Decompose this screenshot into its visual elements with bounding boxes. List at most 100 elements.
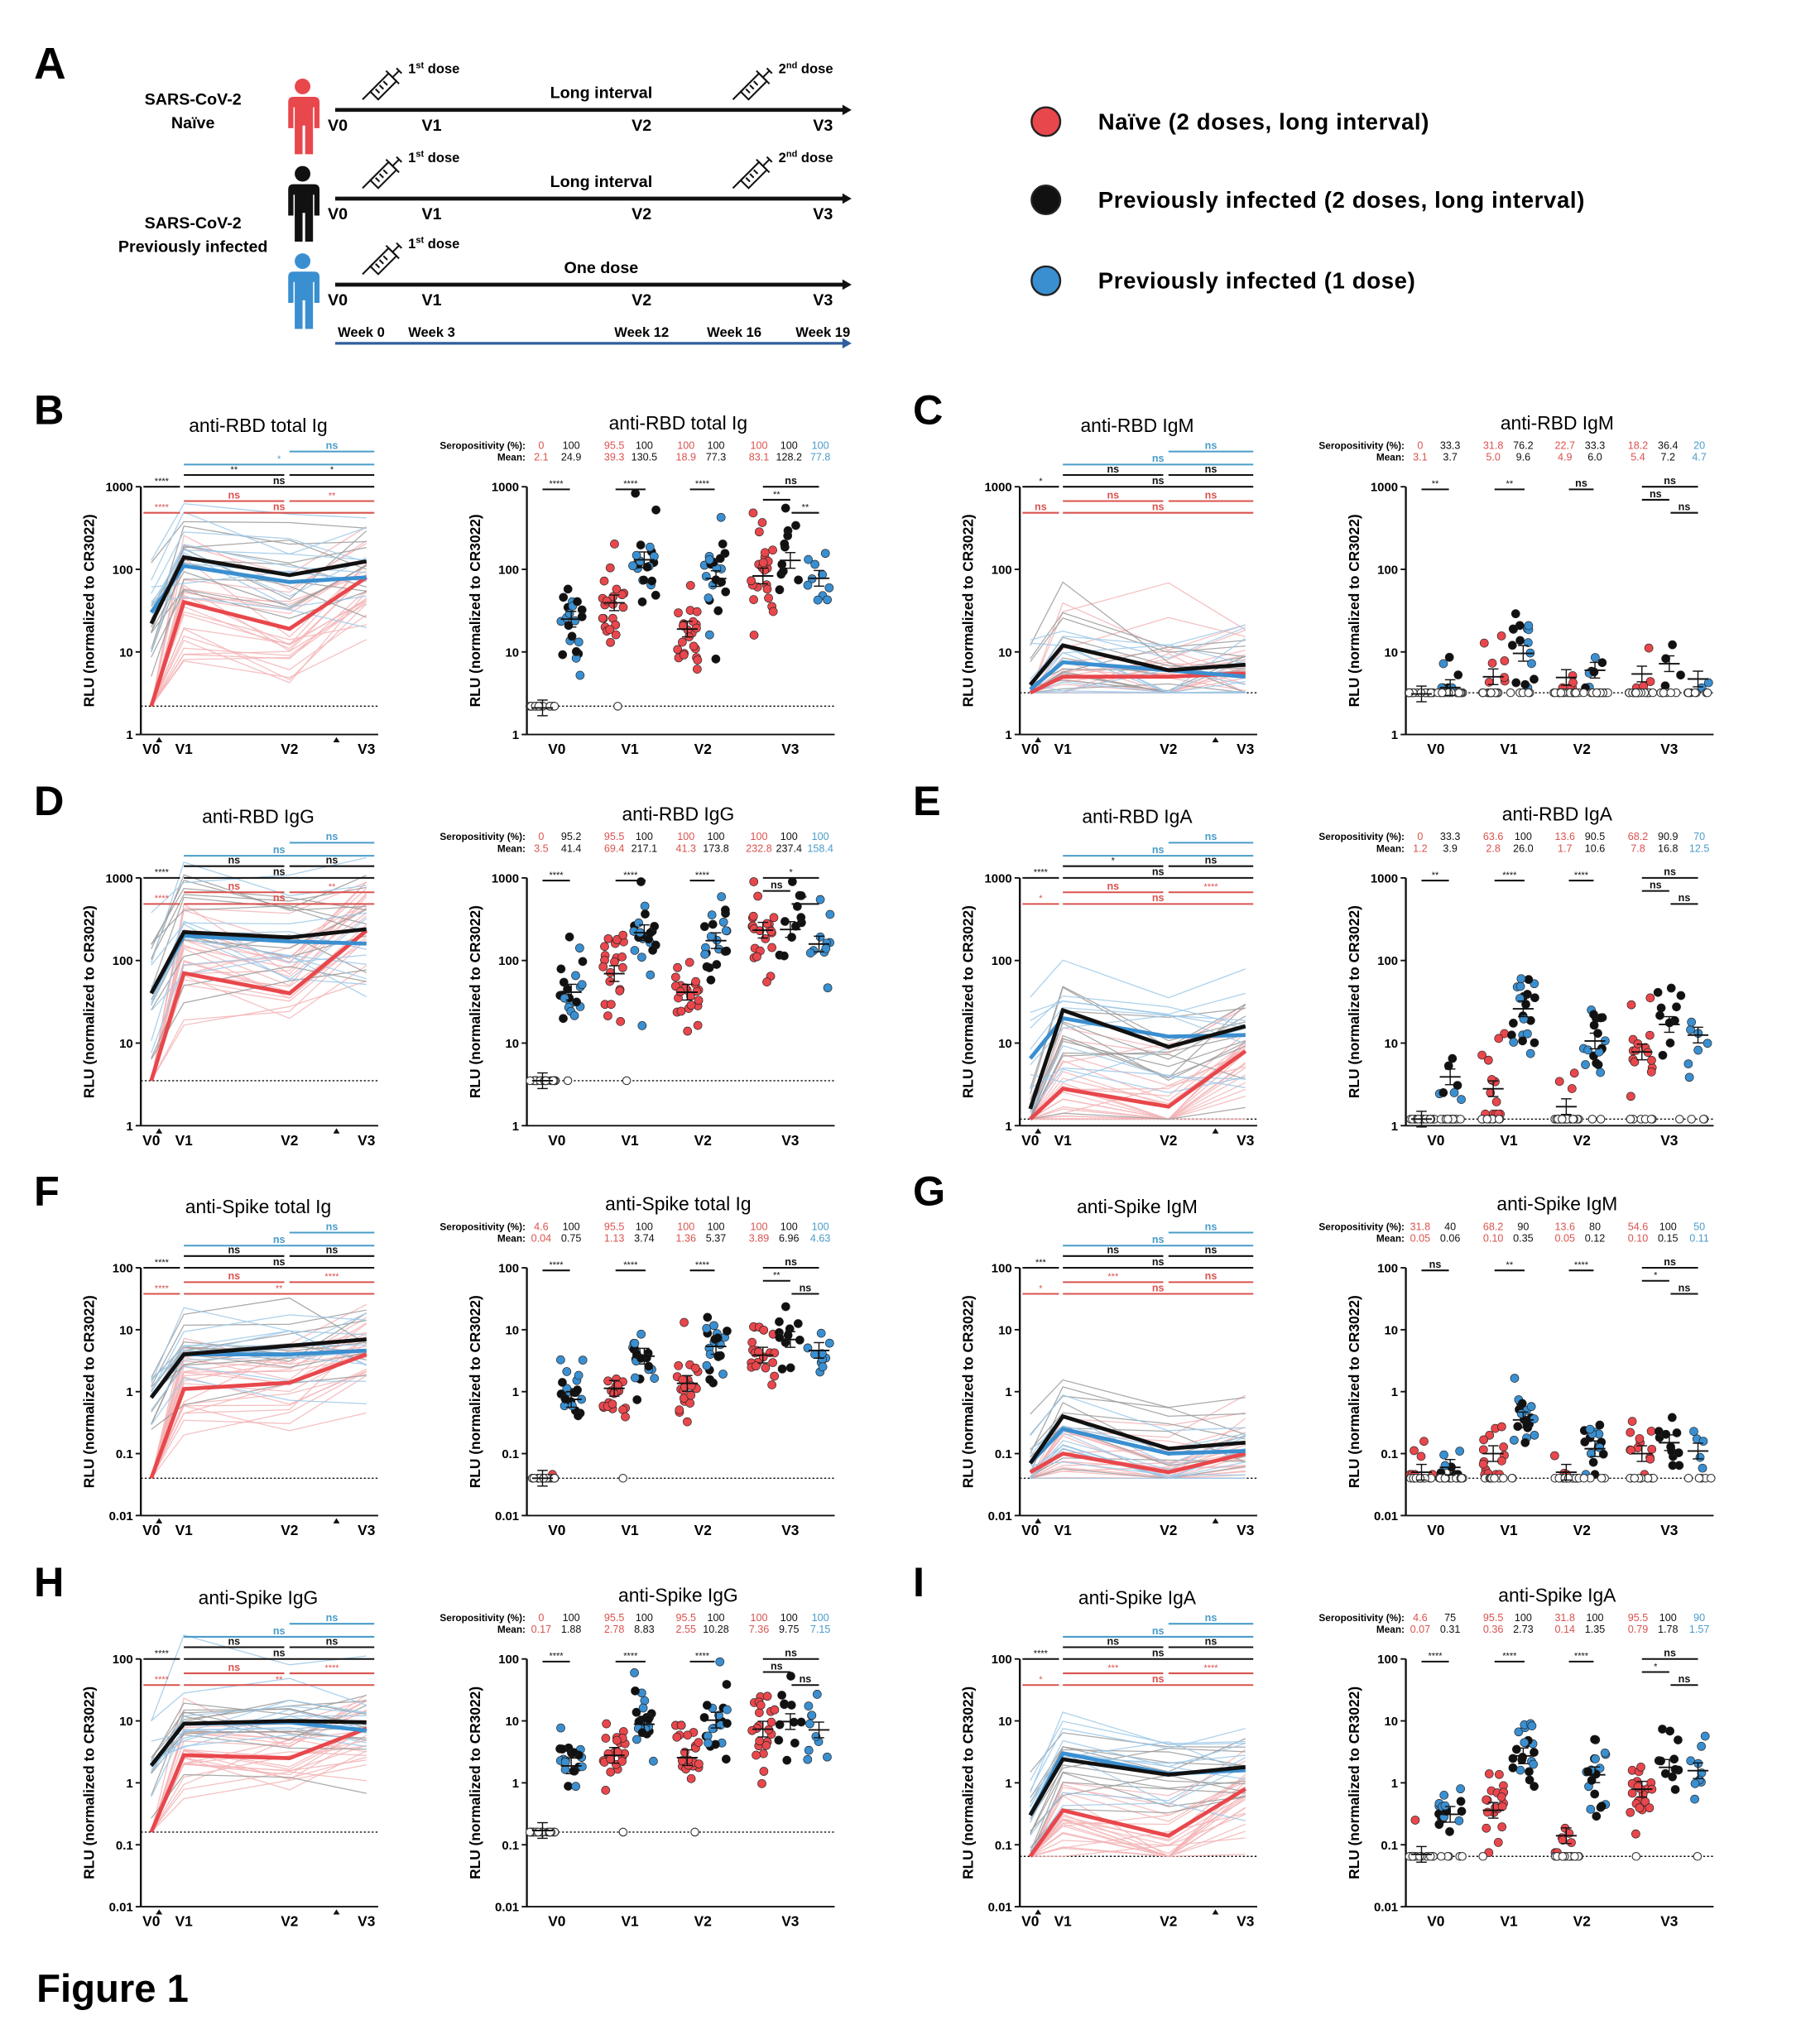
data-point: [761, 1740, 771, 1750]
seropositivity-value: 95.5: [604, 1221, 625, 1232]
individual-line: [1030, 690, 1246, 693]
seropositivity-value: 68.2: [1628, 831, 1649, 842]
seropositivity-value: 76.2: [1513, 439, 1534, 451]
y-tick-label: 1: [1391, 728, 1398, 742]
data-point: [649, 1756, 658, 1766]
y-tick-label: 0.1: [116, 1839, 133, 1853]
significance-v1-label: ****: [623, 1652, 638, 1662]
data-point: [810, 559, 819, 569]
seronegative-data-point: [1570, 1851, 1579, 1861]
data-point: [575, 670, 585, 680]
data-point: [611, 630, 621, 640]
significance-v3-all-label: *: [789, 868, 793, 878]
individual-line: [151, 1344, 367, 1381]
y-tick-label: 1: [126, 1385, 132, 1399]
data-point: [1516, 974, 1526, 984]
seropositivity-value: 54.6: [1628, 1221, 1649, 1232]
data-point: [1684, 1072, 1694, 1082]
chart-title: anti-Spike total Ig: [605, 1193, 751, 1215]
mean-value: 0.75: [561, 1233, 582, 1245]
data-point: [636, 1329, 646, 1339]
dose-marker-icon: [333, 1518, 340, 1523]
y-tick-label: 10: [1384, 645, 1398, 660]
seronegative-data-point: [1626, 1115, 1635, 1124]
panel-a: A SARS-CoV-2 Naïve SARS-CoV-2 Previously…: [34, 40, 852, 349]
legend-marker: [1030, 185, 1062, 216]
data-point: [759, 1325, 769, 1335]
x-tick-label: V1: [1500, 1522, 1518, 1538]
significance-black-v2-v3-label: ns: [1205, 1245, 1217, 1256]
data-point: [760, 565, 770, 575]
chart-title: anti-Spike IgA: [1498, 1584, 1616, 1605]
individual-line: [151, 570, 367, 588]
seronegative-data-point: [1683, 1474, 1693, 1483]
y-tick-label: 1: [126, 728, 132, 742]
data-point: [1507, 641, 1517, 650]
chart-title: anti-RBD IgA: [1502, 804, 1613, 825]
mean-value: 8.83: [634, 1624, 655, 1635]
x-tick-label: V0: [1427, 741, 1444, 757]
week-label: Week 16: [707, 324, 761, 340]
significance-blue-v1-v3-label: ns: [1152, 1625, 1165, 1637]
y-tick-label: 100: [498, 563, 519, 577]
significance-v3-prev2-vs-prev1-label: ns: [800, 1673, 812, 1685]
individual-line: [1030, 959, 1246, 999]
seropositivity-value: 95.5: [1628, 1612, 1649, 1624]
data-point: [1626, 1446, 1635, 1455]
individual-line: [1030, 1757, 1246, 1836]
data-point: [758, 558, 768, 568]
significance-blue-v2-v3-label: ns: [1205, 439, 1217, 451]
data-point: [1670, 1764, 1680, 1774]
mean-line-series-0: [1028, 1787, 1246, 1858]
data-point: [815, 895, 825, 904]
seropositivity-label: Seropositivity (%):: [439, 1221, 526, 1232]
panel-letter: E: [913, 777, 941, 824]
seropositivity-value: 100: [751, 1221, 768, 1232]
individual-line: [1030, 1457, 1246, 1477]
seropositivity-value: 100: [812, 1221, 829, 1232]
data-point: [796, 890, 806, 900]
data-point: [823, 983, 833, 993]
significance-v3-prev2-vs-prev1-label: ns: [1679, 1673, 1691, 1685]
seropositivity-value: 100: [636, 439, 653, 451]
individual-line: [1030, 992, 1246, 1015]
y-tick-label: 1000: [984, 481, 1011, 495]
mean-line-series-1: [149, 554, 367, 625]
chart-title: anti-RBD IgG: [202, 806, 315, 828]
line-chart: anti-RBD IgM 1 10 100 1000 RLU (normalized to…: [959, 415, 1257, 757]
seropositivity-value: 100: [1515, 831, 1532, 842]
seronegative-data-point: [1478, 1851, 1487, 1861]
data-point: [689, 641, 699, 651]
individual-line: [1030, 624, 1246, 686]
panel-letter-a: A: [34, 40, 66, 89]
x-tick-label: V0: [1021, 1522, 1039, 1538]
data-point: [602, 596, 612, 606]
syringe-icon: [362, 156, 403, 190]
seropositivity-label: Seropositivity (%):: [1318, 1221, 1405, 1232]
seropositivity-value: 75: [1444, 1612, 1456, 1624]
significance-blue-v2-v3-label: ns: [326, 831, 339, 842]
individual-line: [1030, 1711, 1246, 1793]
y-axis-label: RLU (normalized to CR3022): [1346, 514, 1362, 707]
dose-ordinal: st: [415, 236, 424, 246]
seropositivity-value: 4.6: [1413, 1612, 1428, 1624]
data-point: [1523, 1029, 1532, 1039]
mean-value: 0.04: [531, 1233, 552, 1245]
data-point: [703, 1312, 713, 1322]
data-point: [651, 590, 660, 600]
data-point: [767, 1380, 776, 1389]
data-point: [768, 607, 778, 617]
y-axis-label: RLU (normalized to CR3022): [467, 1295, 483, 1488]
data-point: [761, 1363, 771, 1373]
significance-red-v2-v3-label: ****: [324, 1663, 339, 1673]
significance-red-v0-v1-label: *: [1039, 894, 1043, 904]
y-tick-label: 100: [992, 563, 1012, 577]
timeline-arrowhead: [842, 279, 852, 290]
data-point: [754, 1708, 764, 1717]
chart-title: anti-RBD IgG: [622, 804, 734, 825]
data-point: [1592, 1058, 1601, 1068]
data-point: [1626, 1807, 1635, 1817]
